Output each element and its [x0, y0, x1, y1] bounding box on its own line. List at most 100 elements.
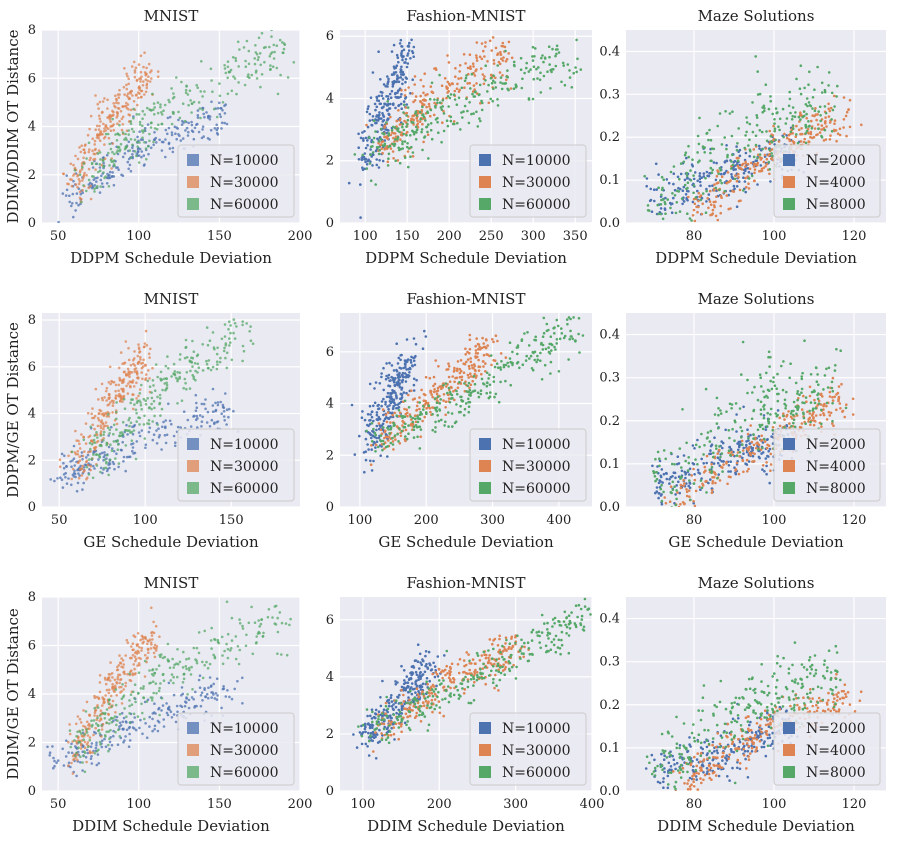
data-point: [156, 375, 159, 379]
data-point: [471, 92, 474, 96]
data-point: [800, 375, 803, 378]
data-point: [85, 157, 88, 160]
data-point: [48, 751, 52, 754]
data-point: [88, 148, 91, 151]
data-point: [78, 474, 81, 477]
series-points: [347, 38, 416, 219]
data-point: [407, 49, 411, 52]
data-point: [101, 471, 104, 475]
data-point: [161, 704, 165, 707]
data-point: [144, 443, 148, 447]
data-point: [213, 697, 217, 700]
data-point: [574, 340, 577, 343]
data-point: [115, 715, 119, 719]
data-point: [700, 432, 703, 436]
data-point: [746, 470, 749, 473]
subplot-title: Fashion-MNIST: [407, 290, 526, 308]
data-point: [381, 97, 385, 100]
data-point: [469, 391, 473, 395]
data-point: [507, 52, 511, 55]
data-point: [386, 100, 390, 103]
data-point: [116, 93, 120, 96]
data-point: [708, 440, 712, 443]
data-point: [270, 30, 273, 32]
data-point: [753, 452, 756, 456]
data-point: [758, 456, 761, 460]
data-point: [127, 77, 130, 81]
y-tick-label: 0.1: [599, 457, 620, 472]
data-point: [186, 134, 190, 137]
data-point: [429, 122, 433, 125]
data-point: [391, 142, 394, 146]
data-point: [152, 433, 156, 437]
data-point: [397, 109, 400, 112]
x-tick-label: 200: [288, 229, 313, 244]
data-point: [92, 438, 96, 442]
data-point: [253, 62, 257, 66]
data-point: [153, 131, 156, 134]
data-point: [746, 428, 749, 432]
data-point: [747, 467, 750, 471]
data-point: [727, 429, 731, 432]
data-point: [97, 128, 101, 131]
data-point: [127, 82, 130, 86]
legend-swatch: [187, 460, 199, 472]
data-point: [751, 446, 755, 450]
data-point: [105, 153, 109, 157]
data-point: [769, 379, 772, 383]
data-point: [364, 136, 368, 140]
data-point: [543, 363, 547, 367]
series-points: [652, 339, 848, 507]
data-point: [466, 373, 470, 377]
data-point: [397, 104, 400, 108]
data-point: [505, 78, 508, 82]
data-point: [656, 450, 660, 454]
data-point: [824, 116, 827, 119]
data-point: [411, 114, 414, 118]
data-point: [418, 417, 422, 421]
data-point: [703, 465, 707, 469]
data-point: [455, 376, 459, 380]
data-point: [504, 379, 507, 383]
data-point: [98, 124, 101, 128]
data-point: [476, 348, 480, 351]
data-point: [210, 696, 213, 699]
data-point: [106, 107, 109, 110]
data-point: [675, 497, 678, 501]
data-point: [805, 116, 808, 120]
data-point: [398, 442, 402, 445]
data-point: [396, 373, 399, 377]
data-point: [671, 475, 674, 478]
x-tick-label: 50: [51, 513, 68, 528]
data-point: [192, 137, 196, 141]
data-point: [782, 360, 785, 363]
x-tick-label: 120: [842, 513, 867, 528]
x-tick-label: 150: [395, 229, 420, 244]
legend-label: N=30000: [210, 459, 279, 475]
data-point: [687, 144, 690, 148]
data-point: [498, 62, 502, 66]
data-point: [816, 133, 819, 136]
data-point: [223, 419, 226, 422]
data-point: [145, 86, 149, 90]
data-point: [718, 445, 721, 448]
data-point: [475, 56, 479, 60]
data-point: [730, 134, 734, 138]
data-point: [211, 387, 215, 391]
data-point: [746, 162, 750, 166]
data-point: [402, 111, 405, 114]
data-point: [406, 52, 410, 55]
data-point: [87, 178, 91, 182]
data-point: [60, 478, 64, 482]
data-point: [243, 83, 247, 87]
data-point: [499, 76, 503, 79]
data-point: [815, 380, 819, 384]
data-point: [692, 177, 696, 181]
data-point: [418, 413, 422, 417]
data-point: [830, 91, 834, 95]
data-point: [137, 394, 140, 398]
data-point: [67, 454, 70, 458]
data-point: [96, 416, 100, 420]
data-point: [487, 83, 490, 87]
data-point: [111, 109, 114, 113]
